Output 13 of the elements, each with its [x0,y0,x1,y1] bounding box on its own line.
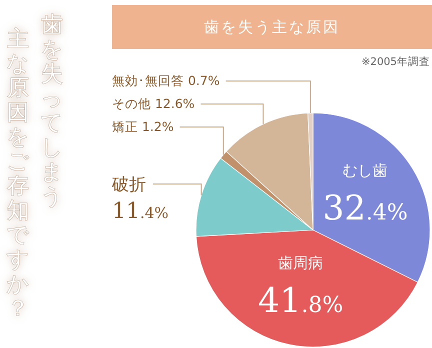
data-label: 41.8% [258,281,344,322]
data-label: 11.4% [112,199,169,224]
slice-label: むし歯 [342,162,388,180]
text: 主な原因をご存知ですか？ [6,27,30,322]
chart-title: 歯を失う主な原因 [204,18,340,36]
slice-label: 歯周病 [278,254,324,272]
data-label: 32.4% [322,188,408,229]
text: ※2005年調査 [361,55,430,68]
slice-label: 矯正 1.2% [112,119,174,134]
text: 歯を失ってしまう [40,13,64,210]
slice-label: 破折 [111,175,146,195]
slice-label: その他 12.6% [112,96,195,111]
slice-label: 無効･無回答 0.7% [112,73,220,88]
